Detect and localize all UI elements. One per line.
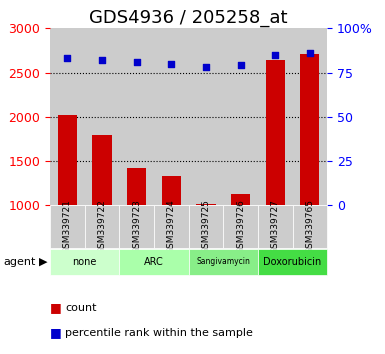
Text: ARC: ARC bbox=[144, 257, 164, 267]
Bar bbox=[223, 28, 258, 205]
Text: none: none bbox=[72, 257, 97, 267]
Bar bbox=[196, 204, 216, 294]
Bar bbox=[154, 28, 189, 205]
Bar bbox=[258, 249, 327, 275]
Text: Sangivamycin: Sangivamycin bbox=[196, 257, 250, 267]
Bar bbox=[92, 135, 112, 294]
Point bbox=[134, 59, 140, 65]
Bar bbox=[258, 28, 293, 205]
Bar bbox=[58, 115, 77, 294]
Bar bbox=[223, 205, 258, 248]
Bar bbox=[189, 249, 258, 275]
Text: GSM339724: GSM339724 bbox=[167, 199, 176, 254]
Bar bbox=[258, 205, 293, 248]
Bar bbox=[293, 205, 327, 248]
Bar bbox=[50, 205, 85, 248]
Text: ▶: ▶ bbox=[38, 257, 47, 267]
Point bbox=[64, 56, 70, 61]
Point bbox=[238, 63, 244, 68]
Bar bbox=[266, 60, 285, 294]
Title: GDS4936 / 205258_at: GDS4936 / 205258_at bbox=[89, 9, 288, 27]
Text: agent: agent bbox=[4, 257, 36, 267]
Bar bbox=[154, 205, 189, 248]
Bar bbox=[50, 249, 119, 275]
Bar bbox=[50, 28, 85, 205]
Text: GSM339722: GSM339722 bbox=[97, 199, 107, 254]
Text: count: count bbox=[65, 303, 97, 313]
Text: GSM339726: GSM339726 bbox=[236, 199, 245, 254]
Text: GSM339725: GSM339725 bbox=[201, 199, 211, 254]
Bar bbox=[85, 205, 119, 248]
Text: GSM339727: GSM339727 bbox=[271, 199, 280, 254]
Point bbox=[168, 61, 174, 67]
Text: GSM339765: GSM339765 bbox=[305, 199, 315, 254]
Text: percentile rank within the sample: percentile rank within the sample bbox=[65, 328, 253, 338]
Bar bbox=[162, 176, 181, 294]
Text: GSM339723: GSM339723 bbox=[132, 199, 141, 254]
Bar bbox=[189, 205, 223, 248]
Text: GSM339721: GSM339721 bbox=[63, 199, 72, 254]
Bar bbox=[119, 205, 154, 248]
Point bbox=[203, 64, 209, 70]
Bar bbox=[119, 28, 154, 205]
Text: ■: ■ bbox=[50, 302, 62, 314]
Point bbox=[272, 52, 278, 58]
Bar bbox=[231, 194, 250, 294]
Bar bbox=[119, 249, 189, 275]
Bar bbox=[127, 168, 146, 294]
Text: Doxorubicin: Doxorubicin bbox=[263, 257, 322, 267]
Point bbox=[99, 57, 105, 63]
Bar bbox=[293, 28, 327, 205]
Text: ■: ■ bbox=[50, 326, 62, 339]
Bar bbox=[300, 54, 320, 294]
Bar bbox=[85, 28, 119, 205]
Point bbox=[307, 50, 313, 56]
Bar bbox=[189, 28, 223, 205]
